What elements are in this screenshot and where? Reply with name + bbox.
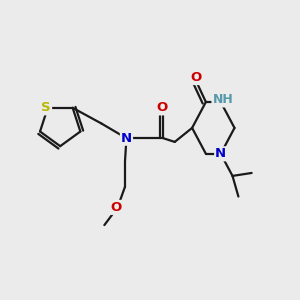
- Text: O: O: [156, 101, 167, 114]
- Text: NH: NH: [212, 93, 233, 106]
- Text: N: N: [215, 147, 226, 160]
- Text: N: N: [121, 132, 132, 145]
- Text: S: S: [41, 101, 51, 114]
- Text: O: O: [110, 201, 122, 214]
- Text: O: O: [190, 71, 201, 84]
